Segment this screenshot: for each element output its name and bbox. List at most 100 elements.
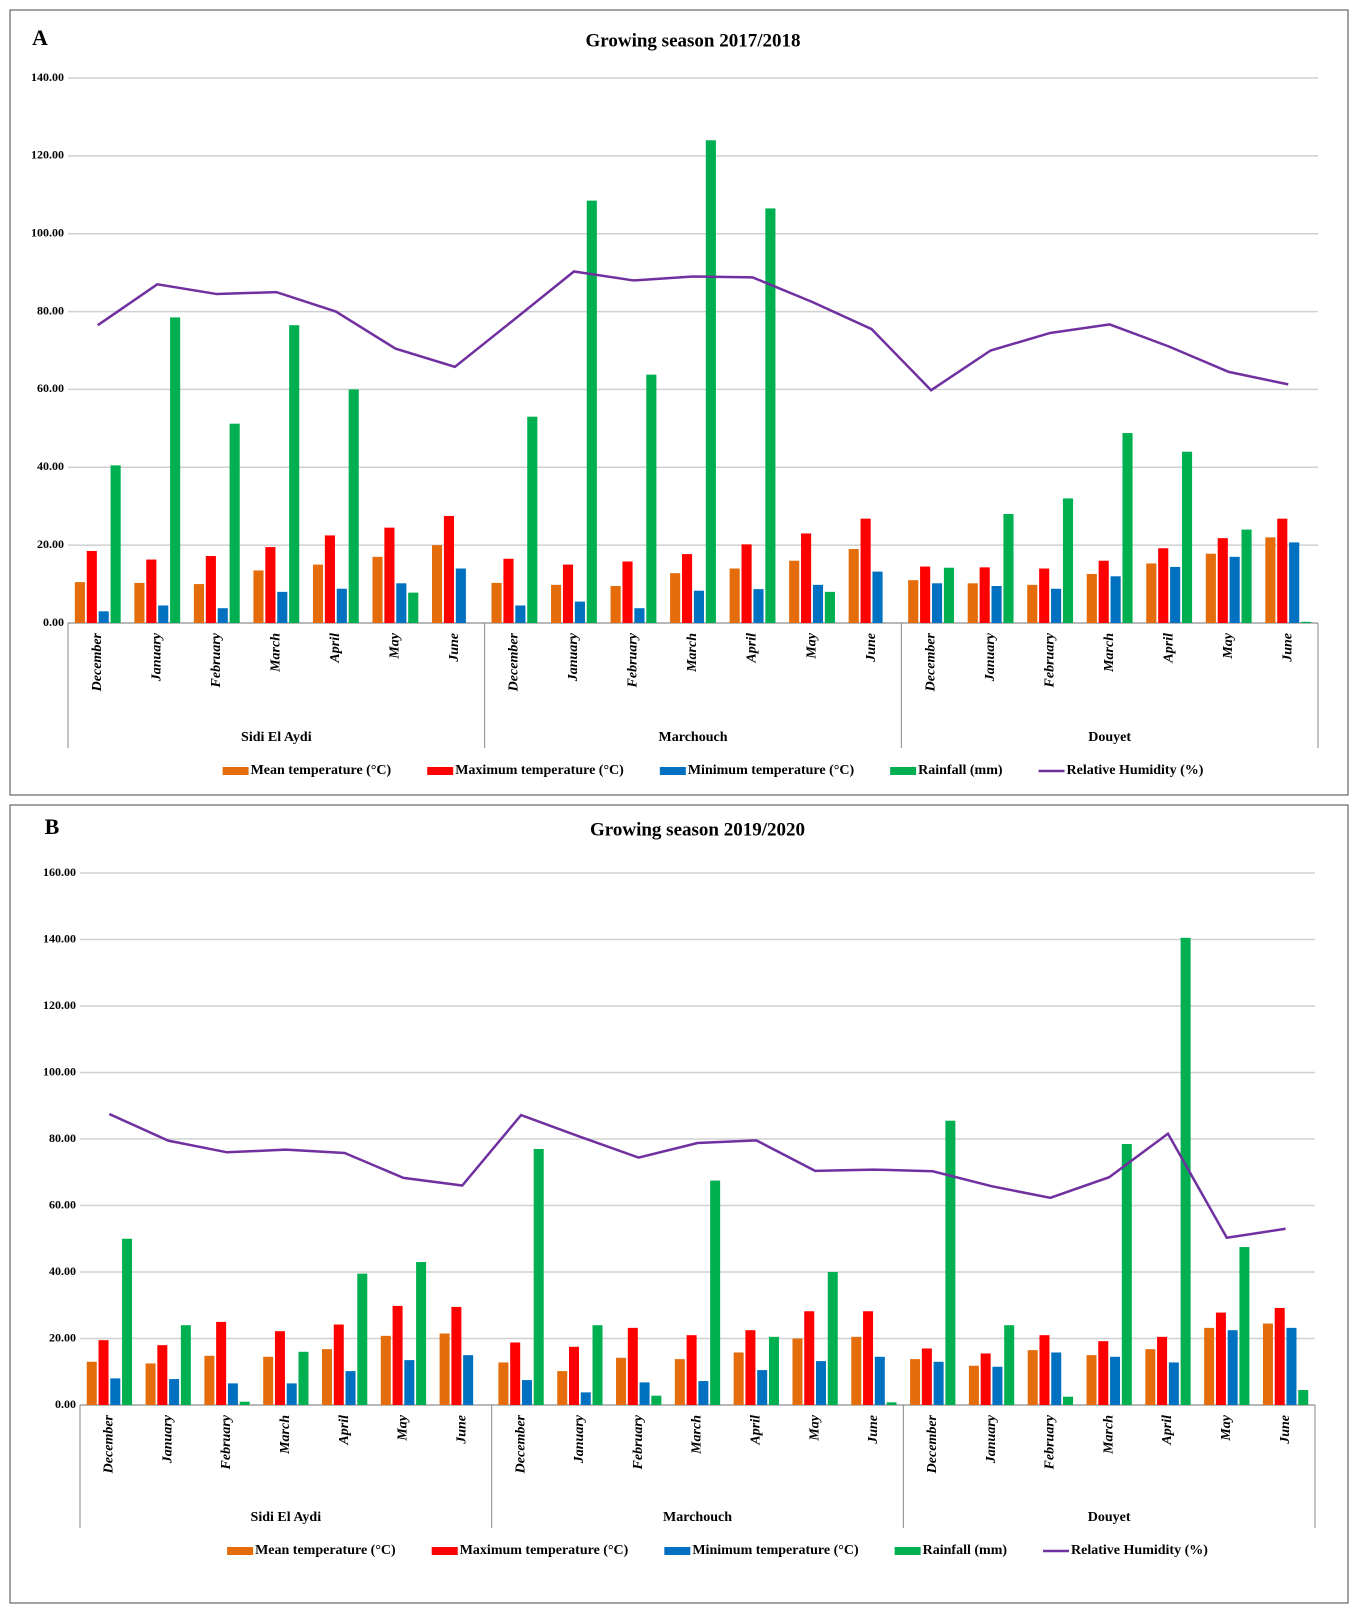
legend-item: Rainfall (mm): [890, 763, 1003, 778]
bar: [1062, 498, 1074, 623]
bar: [886, 1402, 897, 1405]
x-tick-label: December: [507, 632, 522, 692]
bar: [533, 1148, 544, 1405]
bar: [122, 1238, 133, 1405]
bar: [872, 571, 883, 623]
x-tick-label: December: [925, 1414, 940, 1474]
bar: [1004, 1325, 1015, 1405]
bar: [1051, 588, 1062, 623]
bar: [443, 515, 455, 623]
bar: [824, 591, 835, 623]
bar: [312, 564, 324, 623]
bar: [1146, 563, 1157, 623]
bar: [1003, 514, 1014, 623]
bar: [943, 567, 955, 623]
bar: [1027, 584, 1038, 623]
bar: [610, 586, 621, 623]
bar: [1215, 1312, 1226, 1405]
bar: [336, 588, 347, 623]
bar: [1168, 1362, 1179, 1405]
bar: [921, 1348, 932, 1405]
x-tick-label: June: [447, 633, 462, 663]
x-tick-label: March: [278, 1415, 293, 1455]
y-tick-label: 60.00: [37, 381, 64, 395]
bar: [157, 1345, 168, 1405]
bar: [557, 1371, 568, 1405]
bar: [1027, 1350, 1038, 1405]
x-tick-label: January: [983, 632, 998, 682]
bar: [1098, 1341, 1109, 1405]
y-tick-label: 40.00: [49, 1264, 76, 1278]
legend-item: Relative Humidity (%): [1043, 1543, 1208, 1558]
bar: [670, 573, 681, 623]
bar: [1227, 1330, 1238, 1405]
y-tick-label: 140.00: [31, 70, 64, 84]
bar: [698, 1381, 709, 1405]
y-tick-label: 20.00: [37, 537, 64, 551]
bar: [1262, 1323, 1273, 1405]
bar: [681, 554, 693, 623]
legend-item: Minimum temperature (°C): [659, 763, 854, 778]
bar: [193, 584, 205, 623]
x-tick-label: April: [328, 633, 343, 664]
x-tick-label: February: [1043, 1414, 1058, 1470]
bar: [1217, 538, 1228, 623]
bar: [265, 547, 276, 623]
bar: [569, 1346, 579, 1405]
bar: [733, 1352, 744, 1405]
legend-swatch: [894, 1547, 921, 1555]
x-tick-label: May: [807, 1414, 822, 1441]
bar: [1122, 433, 1133, 623]
bar: [646, 374, 657, 623]
bar: [1181, 451, 1193, 623]
x-tick-label: June: [1280, 633, 1295, 663]
bar: [392, 1305, 403, 1405]
legend-label: Mean temperature (°C): [251, 763, 392, 778]
bar: [263, 1356, 274, 1405]
bar: [574, 601, 585, 623]
bar: [1241, 529, 1252, 623]
bar: [753, 589, 764, 623]
bar: [227, 1383, 238, 1405]
x-tick-label: June: [866, 1415, 881, 1445]
bar: [863, 1311, 874, 1405]
legend-swatch: [890, 767, 917, 775]
group-label: Douyet: [1088, 1510, 1131, 1525]
bar: [503, 558, 514, 623]
bar: [345, 1371, 356, 1405]
bar: [816, 1361, 826, 1405]
bar: [229, 423, 240, 623]
bar: [1145, 1349, 1156, 1405]
x-tick-label: March: [269, 633, 284, 673]
x-tick-label: January: [984, 1414, 999, 1464]
bar: [98, 611, 109, 623]
bar: [622, 561, 633, 623]
chart-title: Growing season 2017/2018: [585, 30, 800, 51]
bar: [416, 1262, 427, 1405]
bar: [451, 1306, 462, 1405]
bar: [1039, 1335, 1050, 1405]
x-tick-label: March: [1101, 1415, 1116, 1455]
legend-swatch: [664, 1547, 691, 1555]
x-tick-label: March: [1102, 633, 1117, 673]
x-tick-label: April: [337, 1415, 352, 1446]
bar: [404, 1360, 415, 1405]
bar: [169, 1379, 180, 1405]
bar: [86, 550, 97, 623]
bar: [910, 1359, 921, 1405]
legend-label: Rainfall (mm): [918, 763, 1003, 778]
bar: [322, 1349, 332, 1405]
bar: [498, 1362, 509, 1405]
x-tick-label: January: [572, 1414, 587, 1464]
group-label: Marchouch: [659, 730, 728, 745]
bar: [510, 1342, 521, 1405]
bar: [1170, 566, 1181, 623]
bar: [812, 584, 824, 623]
bar: [686, 1335, 697, 1405]
x-tick-label: June: [1278, 1415, 1293, 1445]
bar: [580, 1392, 591, 1405]
y-tick-label: 0.00: [55, 1397, 76, 1411]
bar: [333, 1324, 344, 1405]
bar: [967, 583, 978, 623]
bar: [1301, 621, 1312, 623]
